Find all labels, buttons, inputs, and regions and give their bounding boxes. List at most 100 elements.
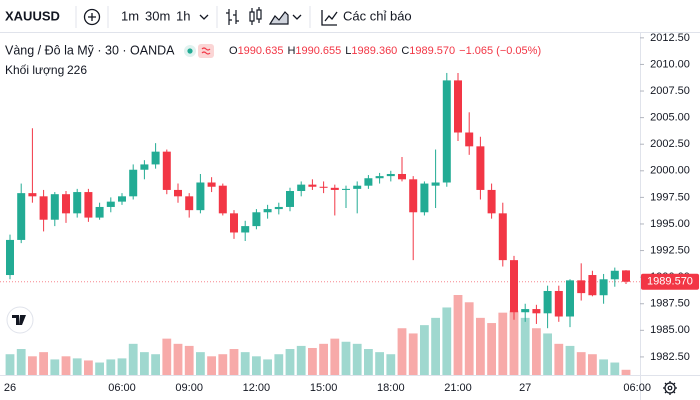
candle-body	[207, 182, 216, 187]
interval-button[interactable]: 1m	[121, 8, 139, 23]
candle-body	[162, 151, 171, 190]
candle-body	[106, 201, 115, 207]
volume-bar	[487, 323, 496, 375]
y-tick-label: 1997.50	[650, 191, 690, 203]
candle-body	[398, 173, 406, 180]
ohlc-name: C	[401, 45, 409, 57]
candle-body	[566, 280, 574, 317]
candle-body	[274, 206, 283, 210]
x-tick-label: 09:00	[175, 382, 203, 394]
volume-bar	[610, 362, 620, 375]
delay-badge[interactable]	[198, 44, 214, 58]
candle-body	[50, 194, 59, 220]
volume-bar	[576, 352, 586, 375]
candle-body	[308, 184, 317, 187]
candle-body	[218, 185, 227, 214]
indicators-button[interactable]: Các chỉ báo	[343, 8, 412, 23]
candle-body	[498, 213, 507, 261]
candle-body	[118, 196, 126, 202]
volume-bar	[128, 343, 138, 375]
ohlc-name: L	[345, 45, 351, 57]
volume-bar	[162, 338, 172, 375]
style-dropdown[interactable]	[292, 14, 302, 20]
ohlc-value: 1990.635	[238, 45, 284, 57]
candle-body	[84, 192, 93, 218]
volume-bar	[39, 352, 48, 375]
x-tick-label: 27	[519, 382, 531, 394]
interval-button[interactable]: 1h	[176, 8, 190, 23]
interval-button[interactable]: 30m	[145, 8, 170, 23]
candle-body	[241, 226, 250, 233]
candle-body	[588, 275, 597, 296]
volume-bar	[532, 328, 541, 375]
candle-body	[386, 173, 395, 177]
candle-body	[521, 309, 530, 313]
x-tick-label: 06:00	[108, 382, 136, 394]
volume-bar	[408, 333, 418, 375]
volume-bar	[16, 349, 26, 375]
candle-body	[28, 193, 37, 197]
candle-body	[39, 196, 48, 220]
ohlc-change: −1.065 (−0.05%)	[459, 45, 541, 57]
volume-bar	[509, 310, 519, 375]
legend-title: Vàng / Đô la Mỹ · 30 · OANDA	[5, 43, 175, 57]
volume-bar	[330, 338, 340, 375]
y-tick-label: 1987.50	[650, 298, 690, 310]
volume-bar	[420, 325, 429, 375]
interval-dropdown[interactable]	[199, 14, 209, 20]
candle-body	[62, 194, 70, 214]
volume-bar	[352, 343, 362, 375]
last-price-label: 1989.570	[647, 276, 693, 288]
y-tick-label: 1995.00	[650, 218, 690, 230]
volume-bar	[498, 312, 508, 375]
volume-bar	[442, 307, 452, 375]
y-tick-label: 2007.50	[650, 85, 690, 97]
settings-button[interactable]	[663, 381, 677, 395]
volume-bar	[263, 359, 272, 375]
candle-body	[297, 184, 306, 192]
candle-body	[375, 176, 384, 179]
add-symbol-button[interactable]	[83, 8, 101, 26]
volume-bar	[599, 359, 608, 375]
candle-body	[286, 191, 294, 207]
bar-style-button[interactable]	[226, 9, 239, 25]
candle-body	[6, 239, 14, 276]
volume-bar	[252, 356, 261, 375]
tradingview-logo[interactable]	[6, 306, 34, 334]
x-tick-label: 21:00	[444, 382, 472, 394]
candle-body	[353, 185, 362, 189]
volume-bar	[520, 317, 530, 375]
symbol[interactable]: XAUUSD	[5, 8, 60, 23]
candle-body	[554, 290, 563, 317]
ohlc-value: 1990.655	[295, 45, 341, 57]
candle-body	[140, 164, 149, 170]
volume-bar	[218, 354, 228, 375]
volume-bar	[117, 358, 127, 375]
volume-bar	[588, 354, 597, 375]
volume-bar	[240, 352, 250, 375]
candle-body	[622, 270, 630, 282]
candle-body	[230, 213, 238, 233]
volume-bar	[431, 317, 440, 375]
delay-icon	[201, 47, 211, 55]
y-tick-label: 2012.50	[650, 32, 690, 44]
volume-bar	[285, 349, 295, 375]
volume-bar	[464, 302, 474, 375]
y-tick-label: 2010.00	[650, 58, 690, 70]
volume-bar	[308, 347, 317, 375]
volume-bar	[173, 343, 183, 375]
volume-bar	[274, 354, 284, 375]
area-style-button[interactable]	[268, 11, 289, 25]
candle-body	[342, 188, 350, 190]
volume-bar	[364, 349, 373, 375]
volume-bar	[106, 359, 116, 375]
candle-body	[532, 309, 541, 314]
volume-bar	[84, 360, 93, 375]
candle-style-button[interactable]	[249, 7, 262, 25]
candle-body	[151, 151, 160, 165]
candle-body	[129, 169, 138, 197]
volume-bar	[296, 345, 306, 375]
indicators-icon[interactable]	[321, 10, 338, 26]
volume-bar	[184, 345, 194, 375]
ohlc-name: H	[287, 45, 295, 57]
